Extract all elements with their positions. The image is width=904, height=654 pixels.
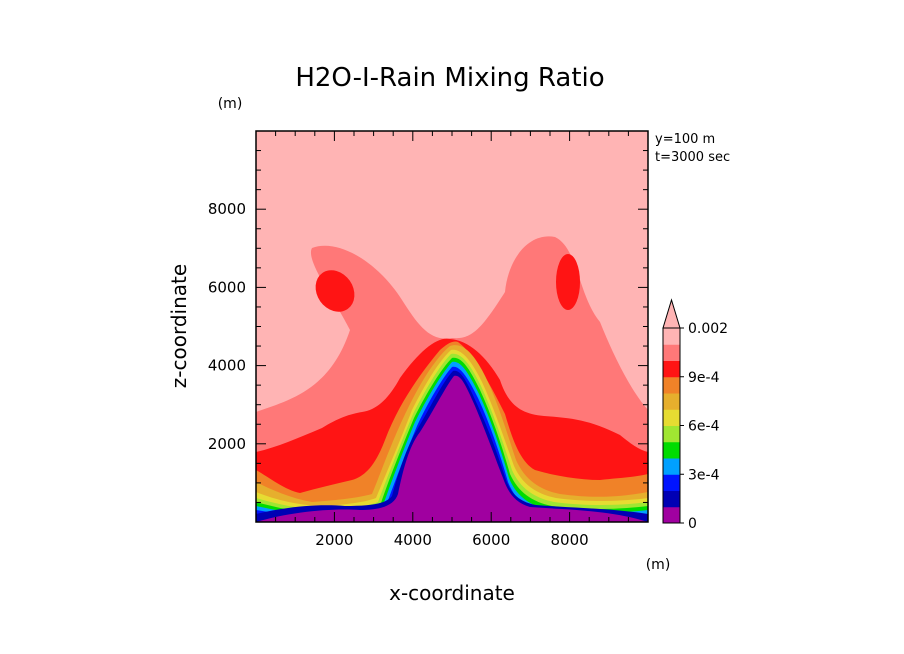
colorbar-extend-arrow <box>662 298 681 329</box>
y-unit-label: (m) <box>218 96 243 112</box>
colorbar-swatch <box>663 328 680 345</box>
colorbar-label: 6e-4 <box>688 419 720 435</box>
chart-title: H2O-I-Rain Mixing Ratio <box>295 63 604 93</box>
x-tick-label: 4000 <box>394 531 432 549</box>
colorbar-swatch <box>663 409 680 426</box>
annotation-time: t=3000 sec <box>655 150 730 165</box>
annotation-y-slice: y=100 m <box>655 132 715 147</box>
colorbar-label: 0.002 <box>688 321 728 337</box>
colorbar-swatch <box>663 393 680 410</box>
x-tick-label: 6000 <box>472 531 510 549</box>
x-tick-label: 8000 <box>551 531 589 549</box>
y-tick-label: 4000 <box>208 357 246 375</box>
contour-level-0 <box>256 375 648 522</box>
x-unit-label: (m) <box>646 557 671 573</box>
colorbar-swatch <box>663 474 680 491</box>
colorbar: 0 3e-4 6e-4 9e-4 0.002 <box>662 298 728 532</box>
axis-tick-labels: 2000 4000 6000 8000 2000 4000 6000 8000 <box>208 200 589 549</box>
contour-core-right <box>556 254 580 310</box>
colorbar-label: 9e-4 <box>688 370 720 386</box>
colorbar-swatch <box>663 490 680 508</box>
colorbar-swatch <box>663 360 680 378</box>
x-tick-label: 2000 <box>315 531 353 549</box>
y-axis-label: z-coordinate <box>167 264 191 388</box>
contour-field <box>256 131 648 522</box>
colorbar-swatch <box>663 506 680 524</box>
axis-ticks <box>256 131 648 522</box>
colorbar-label: 3e-4 <box>688 467 720 483</box>
colorbar-label: 0 <box>688 516 697 532</box>
colorbar-swatch <box>663 344 680 361</box>
colorbar-swatch <box>663 441 680 459</box>
y-tick-label: 8000 <box>208 200 246 218</box>
colorbar-swatch <box>663 458 680 475</box>
y-tick-label: 6000 <box>208 278 246 296</box>
colorbar-swatch <box>663 425 680 443</box>
contour-core-left <box>315 270 355 312</box>
colorbar-swatch <box>663 376 680 394</box>
x-axis-label: x-coordinate <box>389 581 515 605</box>
y-tick-label: 2000 <box>208 435 246 453</box>
